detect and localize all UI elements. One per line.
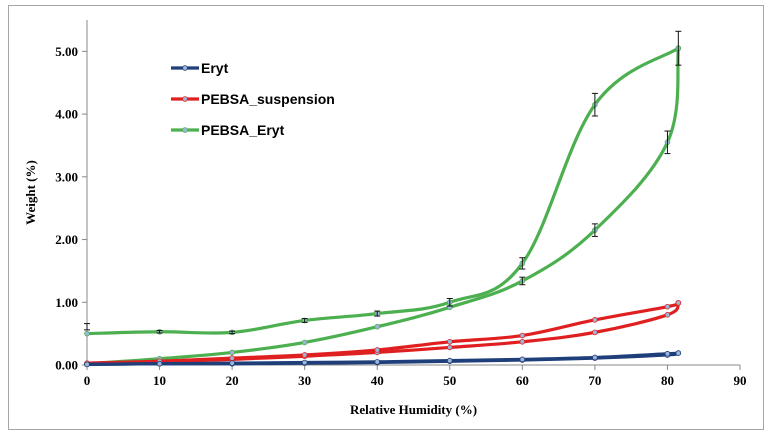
legend-entry: Eryt: [171, 60, 229, 76]
legend-label: PEBSA_suspension: [201, 91, 335, 107]
x-tick-label: 30: [298, 373, 311, 388]
y-tick-label: 0.00: [55, 358, 78, 373]
data-point: [519, 338, 526, 345]
x-tick-label: 60: [516, 373, 529, 388]
data-point: [446, 357, 453, 364]
data-point: [675, 350, 682, 356]
legend-marker: [182, 127, 188, 133]
data-point: [446, 344, 453, 351]
x-ticks: 0 10 20 30 40 50 60 70 80 90: [84, 365, 747, 388]
chart-frame: 0 10 20 30 40 50 60 70 80 90 0.00 1.00 2.00 3.00 4.00…: [8, 5, 764, 430]
error-bars: [84, 30, 682, 335]
series-eryt: [84, 350, 682, 368]
legend-marker: [182, 96, 188, 102]
data-point: [675, 300, 682, 306]
series-line-sorption: [85, 46, 680, 366]
y-tick-label: 4.00: [55, 107, 78, 122]
y-tick-label: 2.00: [55, 232, 78, 247]
error-bar: [301, 318, 308, 323]
legend-label: PEBSA_Eryt: [201, 122, 285, 138]
legend-label: Eryt: [201, 60, 229, 76]
series-pebsa-eryt: [84, 45, 682, 367]
error-bar: [374, 310, 381, 317]
data-point: [301, 339, 308, 346]
x-tick-label: 90: [734, 373, 747, 388]
x-axis-title: Relative Humidity (%): [350, 402, 477, 417]
data-point: [374, 323, 381, 330]
x-tick-label: 80: [661, 373, 674, 388]
y-tick-label: 1.00: [55, 295, 78, 310]
x-tick-label: 0: [84, 373, 91, 388]
axes: [86, 20, 740, 366]
legend-entry: PEBSA_suspension: [171, 91, 335, 107]
data-point: [664, 303, 671, 310]
data-point: [519, 332, 526, 339]
error-bar: [519, 257, 526, 270]
x-tick-label: 20: [226, 373, 239, 388]
error-bar: [591, 223, 598, 237]
data-point: [374, 347, 381, 353]
legend-marker: [182, 65, 188, 71]
error-bar: [664, 130, 671, 155]
data-point: [664, 312, 671, 318]
y-axis-title: Weight (%): [23, 160, 38, 225]
data-point: [229, 355, 235, 361]
data-point: [446, 338, 453, 345]
y-ticks: 0.00 1.00 2.00 3.00 4.00 5.00: [55, 44, 87, 373]
y-tick-label: 3.00: [55, 169, 78, 184]
data-point: [84, 330, 90, 337]
error-bar: [229, 330, 236, 335]
y-tick-label: 5.00: [55, 44, 78, 59]
error-bar: [446, 298, 453, 307]
error-bar: [84, 323, 90, 331]
data-point: [592, 329, 598, 336]
data-point: [592, 354, 598, 361]
series-line-desorption: [85, 351, 680, 366]
x-tick-label: 50: [443, 373, 456, 388]
data-point: [229, 360, 235, 366]
data-point: [374, 359, 381, 365]
error-bar: [675, 30, 682, 66]
data-point: [84, 361, 90, 368]
data-point: [519, 356, 526, 363]
series-layer: [84, 45, 682, 368]
data-point: [156, 360, 163, 367]
error-bar: [591, 92, 598, 117]
legend: Eryt PEBSA_suspension PEBSA_Eryt: [171, 60, 335, 138]
series-line-desorption: [85, 46, 680, 336]
data-point: [229, 349, 235, 356]
data-point: [301, 359, 308, 366]
data-point: [664, 350, 671, 357]
x-tick-label: 10: [153, 373, 166, 388]
error-bar: [519, 276, 526, 286]
x-tick-label: 40: [371, 373, 384, 388]
chart-svg: 0 10 20 30 40 50 60 70 80 90 0.00 1.00 2.00 3.00 4.00…: [23, 20, 747, 417]
error-bar: [156, 330, 163, 334]
data-point: [301, 352, 308, 358]
x-tick-label: 70: [588, 373, 601, 388]
data-point: [592, 317, 598, 323]
legend-entry: PEBSA_Eryt: [171, 122, 285, 138]
series-line-desorption: [85, 301, 680, 365]
